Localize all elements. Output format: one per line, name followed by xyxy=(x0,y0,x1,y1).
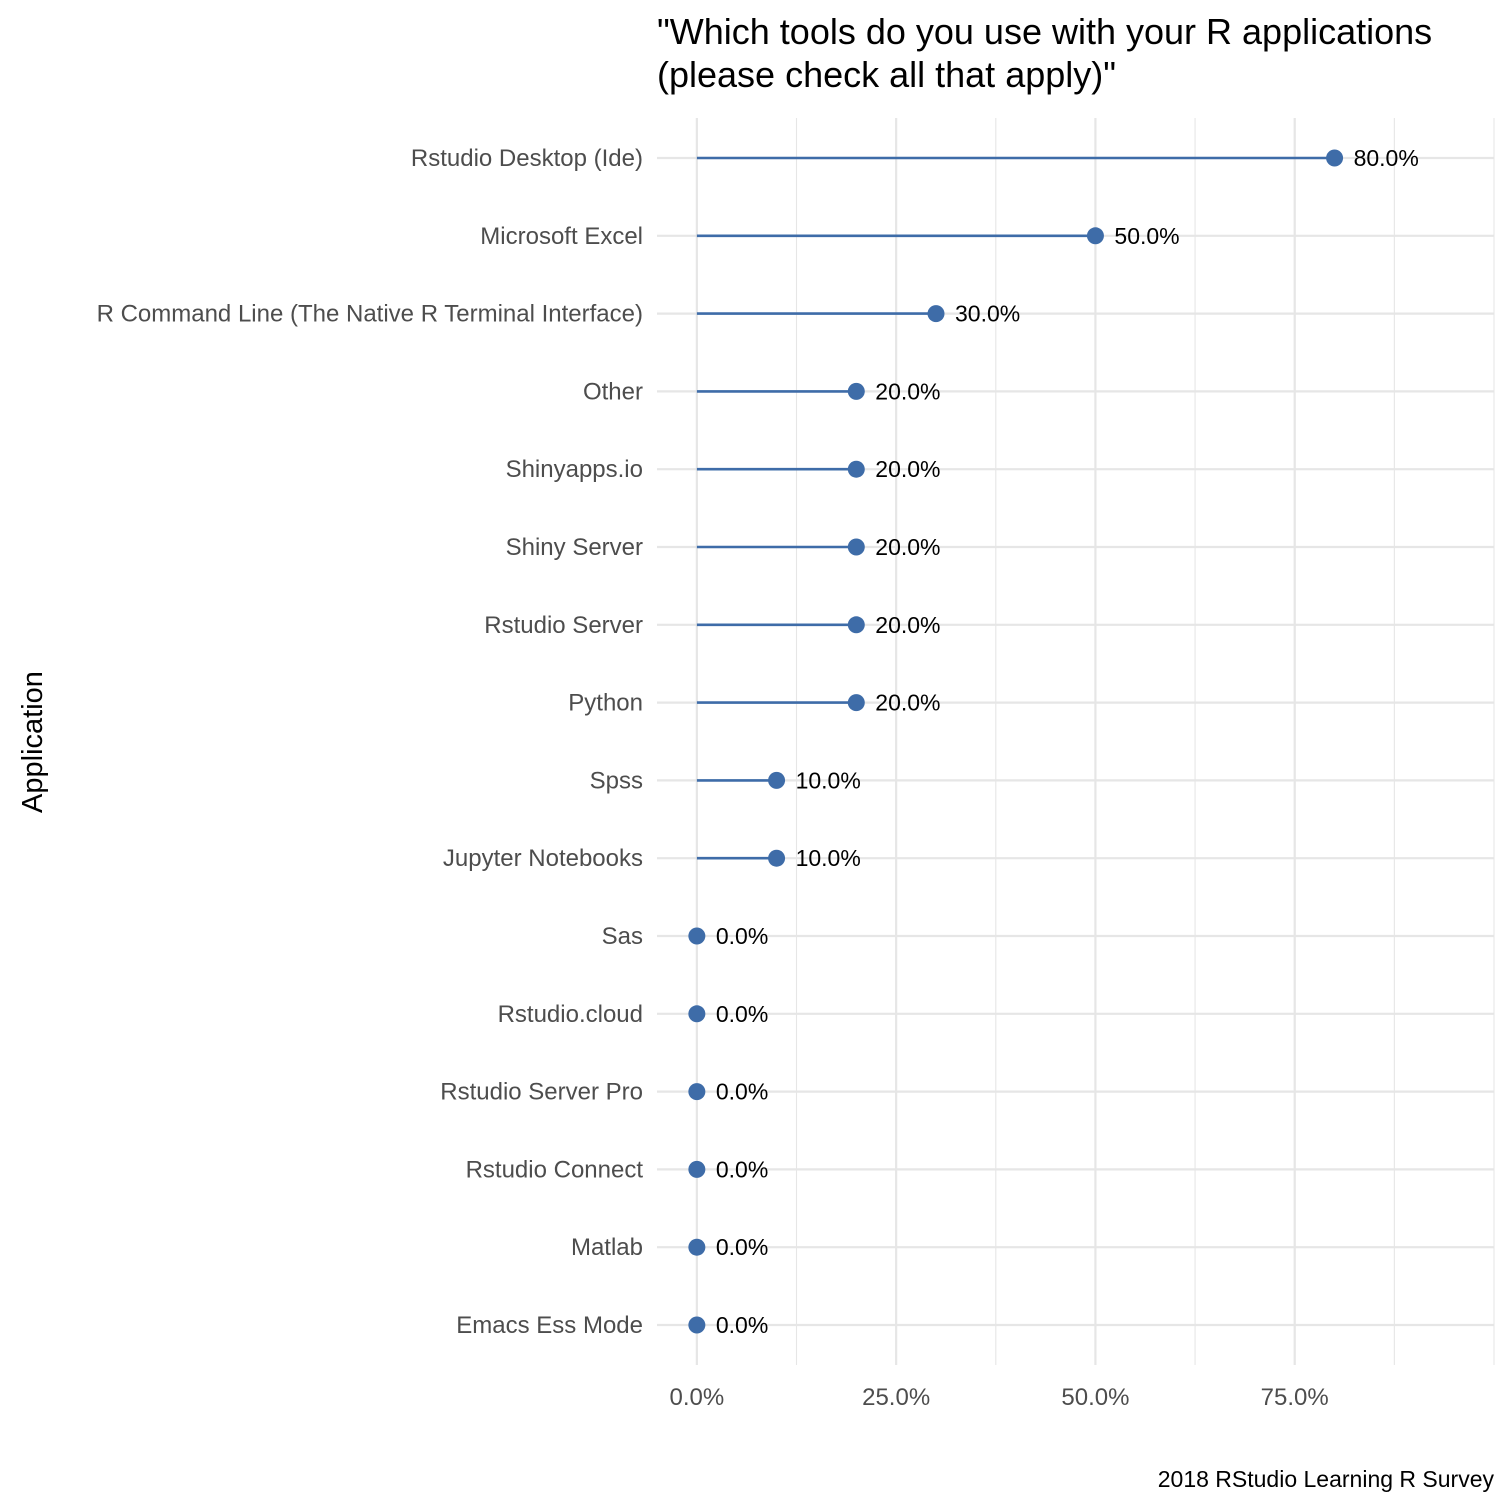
lollipop-point xyxy=(1326,149,1344,167)
chart-title-line-2: (please check all that apply)" xyxy=(657,54,1116,95)
y-tick-label: Shinyapps.io xyxy=(506,456,643,483)
data-label: 0.0% xyxy=(716,1001,768,1027)
y-tick-label: Rstudio Server xyxy=(484,612,643,639)
y-tick-label: Microsoft Excel xyxy=(480,223,643,250)
lollipop-point xyxy=(688,1160,706,1178)
y-tick-label: Rstudio.cloud xyxy=(498,1001,643,1028)
data-label: 50.0% xyxy=(1114,223,1179,249)
lollipop-point xyxy=(847,382,865,400)
y-tick-label: Python xyxy=(568,690,643,717)
lollipop-point xyxy=(768,771,786,789)
y-tick-label: Emacs Ess Mode xyxy=(456,1312,643,1339)
data-label: 0.0% xyxy=(716,1234,768,1260)
x-tick-label: 75.0% xyxy=(1261,1384,1329,1411)
lollipop-point xyxy=(847,616,865,634)
x-tick-label: 25.0% xyxy=(862,1384,930,1411)
lollipop-point xyxy=(927,305,945,323)
data-label: 10.0% xyxy=(796,767,861,793)
lollipop-point xyxy=(847,694,865,712)
y-tick-label: Other xyxy=(583,378,643,405)
lollipop-point xyxy=(688,1316,706,1334)
grid xyxy=(657,118,1495,1365)
y-tick-label: Rstudio Server Pro xyxy=(440,1079,643,1106)
y-tick-label: R Command Line (The Native R Terminal In… xyxy=(97,301,643,328)
y-tick-label: Jupyter Notebooks xyxy=(443,845,643,872)
lollipop-point xyxy=(688,927,706,945)
data-label: 80.0% xyxy=(1354,145,1419,171)
data-label: 20.0% xyxy=(875,378,940,404)
data-label: 0.0% xyxy=(716,1079,768,1105)
y-tick-label: Rstudio Connect xyxy=(466,1156,644,1183)
data-label: 30.0% xyxy=(955,301,1020,327)
lollipop-point xyxy=(1086,227,1104,245)
data-label: 0.0% xyxy=(716,1156,768,1182)
data-label: 0.0% xyxy=(716,1312,768,1338)
x-tick-label: 50.0% xyxy=(1061,1384,1129,1411)
lollipop-point xyxy=(688,1083,706,1101)
data-label: 10.0% xyxy=(796,845,861,871)
chart-title-line-1: "Which tools do you use with your R appl… xyxy=(657,11,1432,52)
y-tick-label: Spss xyxy=(590,767,643,794)
lollipop-point xyxy=(847,538,865,556)
y-tick-label: Matlab xyxy=(571,1234,643,1261)
y-tick-label: Sas xyxy=(602,923,643,950)
labels: 0.0% 25.0% 50.0% 75.0% Rstudio Desktop (Ide)… xyxy=(97,145,1419,1411)
y-axis-label: Application xyxy=(17,671,49,813)
data-label: 20.0% xyxy=(875,534,940,560)
data-label: 20.0% xyxy=(875,456,940,482)
lollipop-point xyxy=(688,1238,706,1256)
y-tick-label: Rstudio Desktop (Ide) xyxy=(411,145,643,172)
data-label: 20.0% xyxy=(875,612,940,638)
lollipop-point xyxy=(768,849,786,867)
data-label: 20.0% xyxy=(875,690,940,716)
data-label: 0.0% xyxy=(716,923,768,949)
x-tick-label: 0.0% xyxy=(670,1384,725,1411)
y-tick-label: Shiny Server xyxy=(506,534,643,561)
lollipop-point xyxy=(688,1005,706,1023)
chart-caption: 2018 RStudio Learning R Survey xyxy=(1158,1466,1495,1492)
lollipop-point xyxy=(847,460,865,478)
marks xyxy=(688,149,1344,1334)
